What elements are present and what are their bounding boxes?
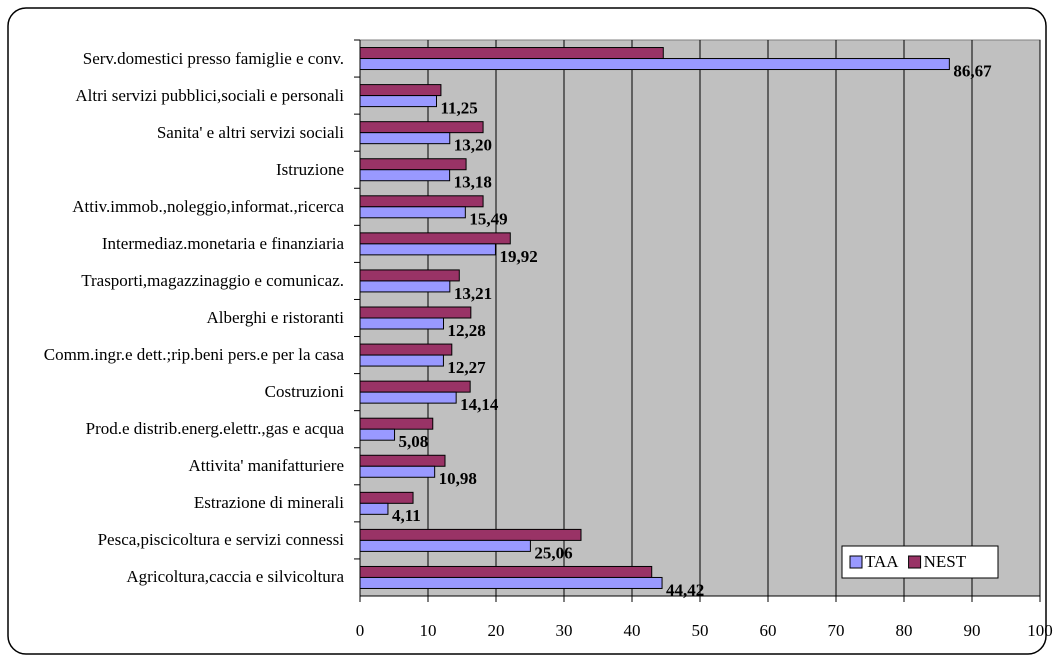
y-tick-label: Serv.domestici presso famiglie e conv. xyxy=(82,48,344,68)
data-label: 14,14 xyxy=(460,395,499,414)
y-tick-label: Agricoltura,caccia e silvicoltura xyxy=(126,567,344,587)
data-label: 10,98 xyxy=(439,469,477,488)
bar xyxy=(359,158,467,171)
bar xyxy=(359,417,434,430)
data-label: 44,42 xyxy=(666,580,704,599)
y-tick-label: Estrazione di minerali xyxy=(193,493,344,513)
y-tick-label: Attiv.immob.,noleggio,informat.,ricerca xyxy=(72,196,344,216)
y-tick-label: Prod.e distrib.energ.elettr.,gas e acqua xyxy=(85,419,344,439)
x-tick-label: 10 xyxy=(420,621,437,640)
y-tick-label: Istruzione xyxy=(276,159,344,179)
data-label: 86,67 xyxy=(953,61,992,80)
bar xyxy=(359,491,414,504)
bar xyxy=(359,539,531,552)
bar xyxy=(359,380,471,393)
bar xyxy=(359,269,460,282)
bar xyxy=(359,232,511,245)
bar xyxy=(359,354,444,367)
x-tick-label: 20 xyxy=(488,621,505,640)
legend-label: NEST xyxy=(924,552,967,571)
bar xyxy=(359,169,451,182)
bar xyxy=(359,454,446,467)
bar xyxy=(359,576,663,589)
legend-swatch xyxy=(908,555,922,569)
bar xyxy=(359,280,451,293)
bar xyxy=(359,391,457,404)
bar xyxy=(359,121,484,134)
data-label: 25,06 xyxy=(534,543,572,562)
bar xyxy=(359,195,484,208)
data-label: 5,08 xyxy=(399,432,429,451)
data-label: 13,18 xyxy=(454,173,492,192)
bar xyxy=(359,58,950,71)
bar xyxy=(359,84,442,97)
bar xyxy=(359,502,389,515)
x-tick-label: 90 xyxy=(964,621,981,640)
y-tick-label: Alberghi e ristoranti xyxy=(206,308,344,327)
legend-label: TAA xyxy=(865,552,899,571)
bar xyxy=(359,206,466,219)
bar xyxy=(359,565,653,578)
bar xyxy=(359,306,472,319)
x-tick-label: 0 xyxy=(356,621,365,640)
bar xyxy=(359,132,451,145)
bar xyxy=(359,317,445,330)
data-label: 13,21 xyxy=(454,284,492,303)
data-label: 15,49 xyxy=(469,210,507,229)
x-tick-label: 60 xyxy=(760,621,777,640)
bar xyxy=(359,47,664,60)
x-tick-label: 30 xyxy=(556,621,573,640)
data-label: 12,28 xyxy=(448,321,486,340)
legend-swatch xyxy=(849,555,863,569)
bar xyxy=(359,428,396,441)
data-label: 4,11 xyxy=(392,506,421,525)
data-label: 12,27 xyxy=(447,358,486,377)
bar xyxy=(359,243,496,256)
y-tick-label: Altri servizi pubblici,sociali e persona… xyxy=(75,85,344,105)
bar xyxy=(359,465,436,478)
y-tick-label: Costruzioni xyxy=(264,382,344,402)
data-label: 13,20 xyxy=(454,136,492,155)
y-tick-label: Comm.ingr.e dett.;rip.beni pers.e per la… xyxy=(43,345,344,365)
y-tick-label: Attivita' manifatturiere xyxy=(188,456,344,476)
bar xyxy=(359,528,582,541)
y-tick-label: Pesca,piscicoltura e servizi connessi xyxy=(97,530,344,550)
y-tick-label: Sanita' e altri servizi sociali xyxy=(156,122,344,142)
x-tick-label: 40 xyxy=(624,621,641,640)
x-tick-label: 80 xyxy=(896,621,913,640)
bar xyxy=(359,343,453,356)
data-label: 19,92 xyxy=(499,247,537,266)
x-tick-label: 70 xyxy=(828,621,845,640)
y-tick-label: Intermediaz.monetaria e finanziaria xyxy=(101,233,344,253)
data-label: 11,25 xyxy=(441,99,478,118)
x-tick-label: 50 xyxy=(692,621,709,640)
x-tick-label: 100 xyxy=(1027,621,1053,640)
y-tick-label: Trasporti,magazzinaggio e comunicaz. xyxy=(81,270,344,290)
bar xyxy=(359,95,437,108)
